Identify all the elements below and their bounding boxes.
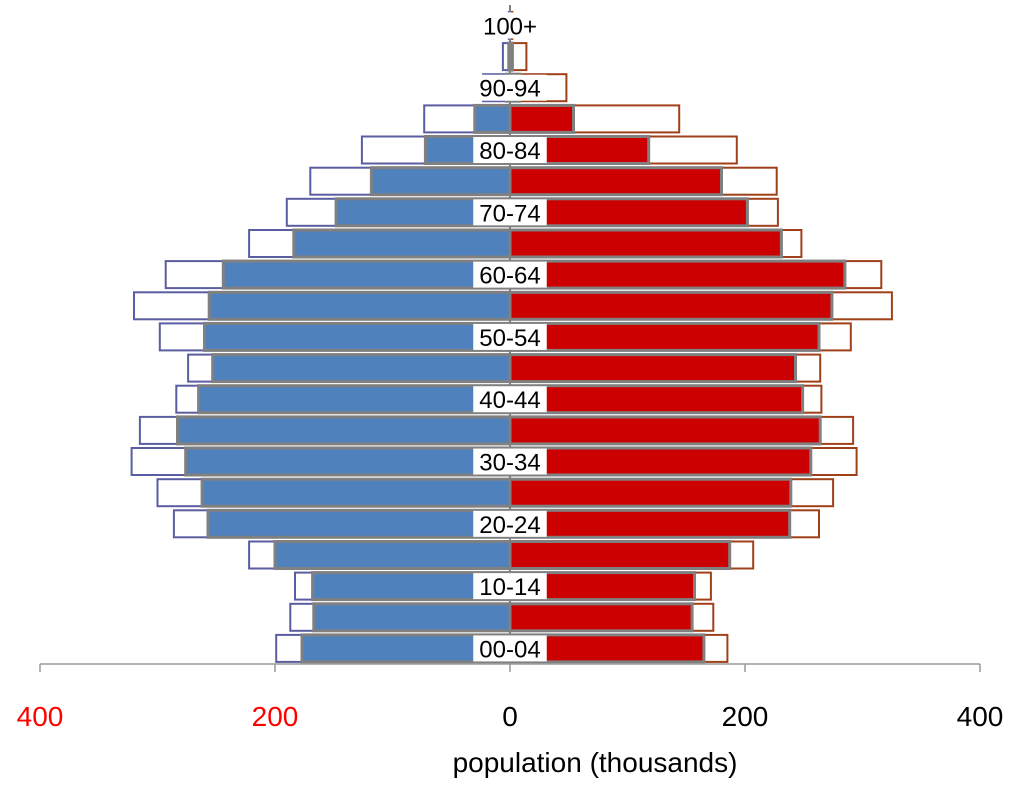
bar-left-filled-65-69	[292, 228, 512, 259]
age-label-background	[473, 573, 547, 600]
x-axis: 400 200 0 200 400	[17, 5, 1004, 732]
age-group-label: 30-34	[479, 450, 540, 477]
age-label-background	[473, 74, 547, 101]
age-labels-group: 00-04 10-14 20-24 30-34 40-44 50-54 60-64 70-74…	[473, 12, 547, 663]
age-label-background	[473, 137, 547, 164]
age-label-background	[473, 261, 547, 288]
bar-right-filled-85-89	[508, 103, 575, 134]
bar-right-filled-05-09	[508, 602, 694, 633]
bar-right-filled-70-74	[508, 197, 749, 228]
age-label-background	[480, 12, 540, 39]
bar-left-filled-25-29	[200, 477, 512, 508]
x-tick-label: 400	[17, 701, 64, 732]
bar-right-filled-75-79	[508, 166, 723, 197]
x-tick-label: 400	[957, 701, 1004, 732]
bar-right-filled-65-69	[508, 228, 783, 259]
age-label-background	[473, 386, 547, 413]
bar-left-filled-60-64	[221, 259, 512, 290]
bar-left-filled-55-59	[207, 290, 512, 321]
bar-right-filled-30-34	[508, 446, 813, 477]
age-group-label: 20-24	[479, 512, 540, 539]
age-label-background	[473, 323, 547, 350]
age-group-label: 100+	[483, 13, 537, 40]
bar-right-filled-45-49	[508, 353, 797, 384]
age-label-background	[473, 448, 547, 475]
age-label-background	[473, 635, 547, 662]
age-group-label: 70-74	[479, 200, 540, 227]
bar-left-filled-85-89	[473, 103, 512, 134]
age-group-label: 10-14	[479, 574, 540, 601]
bar-right-filled-60-64	[508, 259, 847, 290]
x-tick-label: 200	[252, 701, 299, 732]
bar-right-filled-15-19	[508, 540, 732, 570]
bar-right-filled-40-44	[508, 384, 805, 415]
x-axis-title: population (thousands)	[453, 747, 738, 778]
x-tick-label: 0	[502, 701, 518, 732]
bar-left-filled-75-79	[369, 166, 512, 197]
bar-left-filled-35-39	[176, 415, 512, 446]
bar-right-filled-20-24	[508, 508, 792, 539]
bar-left-filled-45-49	[211, 353, 512, 384]
bar-left-filled-40-44	[197, 384, 512, 415]
bar-left-filled-30-34	[184, 446, 512, 477]
x-tick-label: 200	[722, 701, 769, 732]
bar-right-filled-50-54	[508, 321, 821, 352]
age-group-label: 40-44	[479, 387, 540, 414]
bar-right-filled-25-29	[508, 477, 793, 508]
bar-left-filled-05-09	[312, 602, 512, 633]
bar-left-filled-20-24	[206, 508, 512, 539]
age-group-label: 60-64	[479, 263, 540, 290]
age-group-label: 90-94	[479, 76, 540, 103]
bar-right-filled-55-59	[508, 290, 834, 321]
bar-left-filled-50-54	[203, 321, 512, 352]
filled-bars-group	[176, 41, 847, 664]
age-group-label: 50-54	[479, 325, 540, 352]
age-group-label: 00-04	[479, 636, 540, 663]
bar-left-filled-15-19	[273, 540, 512, 570]
age-group-label: 80-84	[479, 138, 540, 165]
age-label-background	[473, 510, 547, 537]
age-label-background	[473, 199, 547, 226]
bar-right-filled-35-39	[508, 415, 822, 446]
